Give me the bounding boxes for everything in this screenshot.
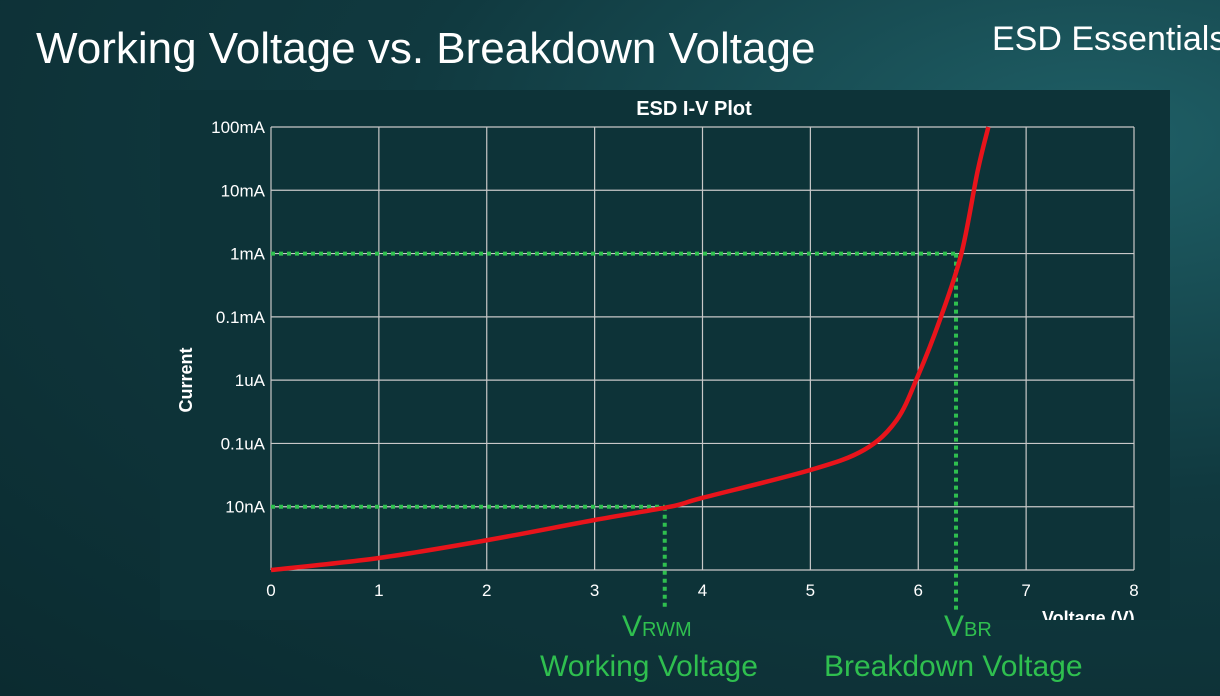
x-tick-label: 8: [1129, 581, 1138, 600]
vrwm-label: Working Voltage: [540, 650, 758, 683]
x-axis-label: Voltage (V): [1042, 608, 1135, 620]
x-tick-label: 7: [1021, 581, 1030, 600]
x-tick-label: 6: [914, 581, 923, 600]
iv-chart: ESD I-V Plot Current Voltage (V) 0 1 2 3 4 5 6…: [160, 90, 1170, 620]
y-tick-label: 10mA: [221, 181, 266, 200]
x-tick-label: 3: [590, 581, 599, 600]
x-tick-label: 4: [698, 581, 707, 600]
x-tick-label: 2: [482, 581, 491, 600]
iv-chart-svg: ESD I-V Plot Current Voltage (V) 0 1 2 3 4 5 6…: [176, 98, 1139, 620]
y-axis-label: Current: [176, 347, 196, 412]
vrwm-v: V: [622, 610, 643, 643]
y-tick-label: 10nA: [225, 498, 265, 517]
y-tick-label: 1uA: [235, 371, 266, 390]
vbr-symbol: VBR: [944, 610, 992, 644]
vbr-v: V: [944, 610, 965, 643]
vbr-subscript: BR: [964, 619, 992, 641]
x-tick-label: 0: [266, 581, 275, 600]
x-tick-label: 5: [806, 581, 815, 600]
y-tick-label: 100mA: [211, 118, 266, 137]
slide-title: Working Voltage vs. Breakdown Voltage: [36, 24, 816, 73]
x-tick-label: 1: [374, 581, 383, 600]
y-tick-label: 0.1uA: [221, 434, 266, 453]
brand-logo-text: ESD Essentials: [992, 20, 1220, 58]
vrwm-subscript: RWM: [642, 619, 692, 641]
vbr-label: Breakdown Voltage: [824, 650, 1083, 683]
y-tick-label: 1mA: [230, 245, 266, 264]
vrwm-symbol: VRWM: [622, 610, 692, 644]
y-tick-label: 0.1mA: [216, 308, 266, 327]
chart-title: ESD I-V Plot: [636, 98, 752, 120]
iv-curve: [270, 126, 991, 573]
